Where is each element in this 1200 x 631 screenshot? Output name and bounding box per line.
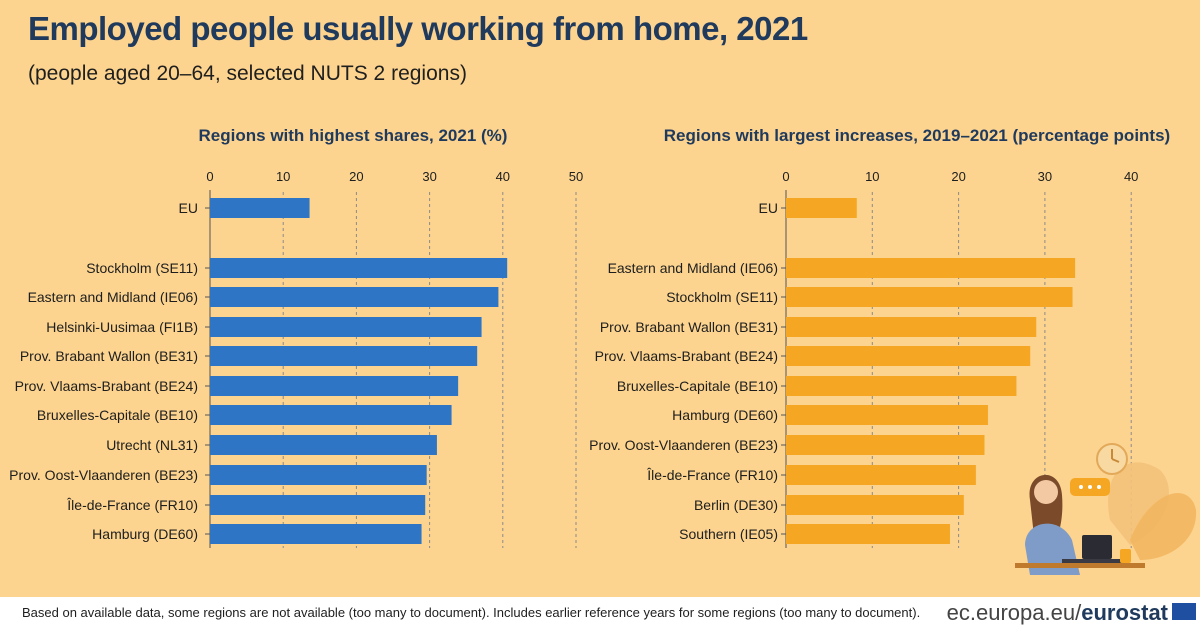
left-bar bbox=[210, 346, 478, 366]
right-category-label: Prov. Brabant Wallon (BE31) bbox=[600, 319, 778, 335]
charts-canvas: Regions with highest shares, 2021 (%) 0 10… bbox=[9, 126, 1197, 575]
right-category-label: Bruxelles-Capitale (BE10) bbox=[617, 378, 778, 394]
right-category-label: Eastern and Midland (IE06) bbox=[608, 260, 778, 276]
left-category-label: Prov. Brabant Wallon (BE31) bbox=[20, 348, 198, 364]
right-bar bbox=[786, 258, 1076, 278]
right-category-label: Prov. Oost-Vlaanderen (BE23) bbox=[589, 437, 778, 453]
right-bar bbox=[786, 317, 1037, 337]
right-bar bbox=[786, 287, 1073, 307]
left-bar bbox=[210, 287, 499, 307]
left-chart-panel: Regions with highest shares, 2021 (%) 0 10… bbox=[9, 126, 583, 548]
chart-title: Employed people usually working from hom… bbox=[28, 10, 808, 47]
left-category-label: Prov. Vlaams-Brabant (BE24) bbox=[15, 378, 198, 394]
right-category-label: Berlin (DE30) bbox=[694, 497, 778, 513]
left-category-label: EU bbox=[179, 200, 198, 216]
right-bar bbox=[786, 465, 976, 485]
left-category-label: Prov. Oost-Vlaanderen (BE23) bbox=[9, 467, 198, 483]
right-chart-panel: Regions with largest increases, 2019–202… bbox=[589, 126, 1170, 548]
right-bar bbox=[786, 524, 950, 544]
left-bar bbox=[210, 376, 459, 396]
right-category-label: Southern (IE05) bbox=[679, 526, 778, 542]
right-chart-title: Regions with largest increases, 2019–202… bbox=[664, 126, 1170, 145]
left-bar bbox=[210, 495, 426, 515]
left-bar bbox=[210, 524, 422, 544]
right-x-tick-label: 40 bbox=[1124, 169, 1138, 184]
left-category-label: Stockholm (SE11) bbox=[86, 260, 198, 276]
left-x-tick-label: 20 bbox=[349, 169, 363, 184]
left-bar bbox=[210, 405, 452, 425]
left-x-tick-label: 40 bbox=[496, 169, 510, 184]
left-category-label: Utrecht (NL31) bbox=[106, 437, 198, 453]
left-category-label: Eastern and Midland (IE06) bbox=[28, 289, 198, 305]
right-x-tick-label: 20 bbox=[951, 169, 965, 184]
left-x-tick-label: 30 bbox=[422, 169, 436, 184]
right-bar bbox=[786, 495, 964, 515]
source-brand: eurostat bbox=[1081, 600, 1168, 625]
right-category-label: Stockholm (SE11) bbox=[666, 289, 778, 305]
left-category-label: Helsinki-Uusimaa (FI1B) bbox=[46, 319, 198, 335]
right-bar bbox=[786, 198, 857, 218]
right-category-label: Hamburg (DE60) bbox=[672, 407, 778, 423]
right-x-tick-label: 30 bbox=[1038, 169, 1052, 184]
eu-flag-icon bbox=[1172, 603, 1196, 620]
left-chart-title: Regions with highest shares, 2021 (%) bbox=[199, 126, 508, 145]
chart-subtitle: (people aged 20–64, selected NUTS 2 regi… bbox=[28, 62, 467, 85]
left-bar bbox=[210, 317, 482, 337]
source-link[interactable]: ec.europa.eu/eurostat bbox=[947, 600, 1168, 626]
left-x-tick-label: 50 bbox=[569, 169, 583, 184]
right-bar bbox=[786, 346, 1031, 366]
left-bar bbox=[210, 258, 508, 278]
right-bar bbox=[786, 376, 1017, 396]
left-x-tick-label: 10 bbox=[276, 169, 290, 184]
right-bar bbox=[786, 405, 988, 425]
left-category-label: Hamburg (DE60) bbox=[92, 526, 198, 542]
left-category-label: Île-de-France (FR10) bbox=[66, 497, 198, 513]
source-prefix: ec.europa.eu/ bbox=[946, 600, 1082, 625]
right-category-label: EU bbox=[759, 200, 778, 216]
right-category-label: Île-de-France (FR10) bbox=[646, 467, 778, 483]
left-bar bbox=[210, 198, 310, 218]
right-x-tick-label: 10 bbox=[865, 169, 879, 184]
left-category-label: Bruxelles-Capitale (BE10) bbox=[37, 407, 198, 423]
left-bar bbox=[210, 465, 427, 485]
worker-illustration bbox=[1015, 443, 1197, 575]
left-x-tick-label: 0 bbox=[206, 169, 213, 184]
right-x-tick-label: 0 bbox=[782, 169, 789, 184]
left-bar bbox=[210, 435, 437, 455]
right-category-label: Prov. Vlaams-Brabant (BE24) bbox=[595, 348, 778, 364]
footer-bar: Based on available data, some regions ar… bbox=[0, 597, 1200, 631]
footnote: Based on available data, some regions ar… bbox=[22, 605, 921, 620]
right-bar bbox=[786, 435, 985, 455]
